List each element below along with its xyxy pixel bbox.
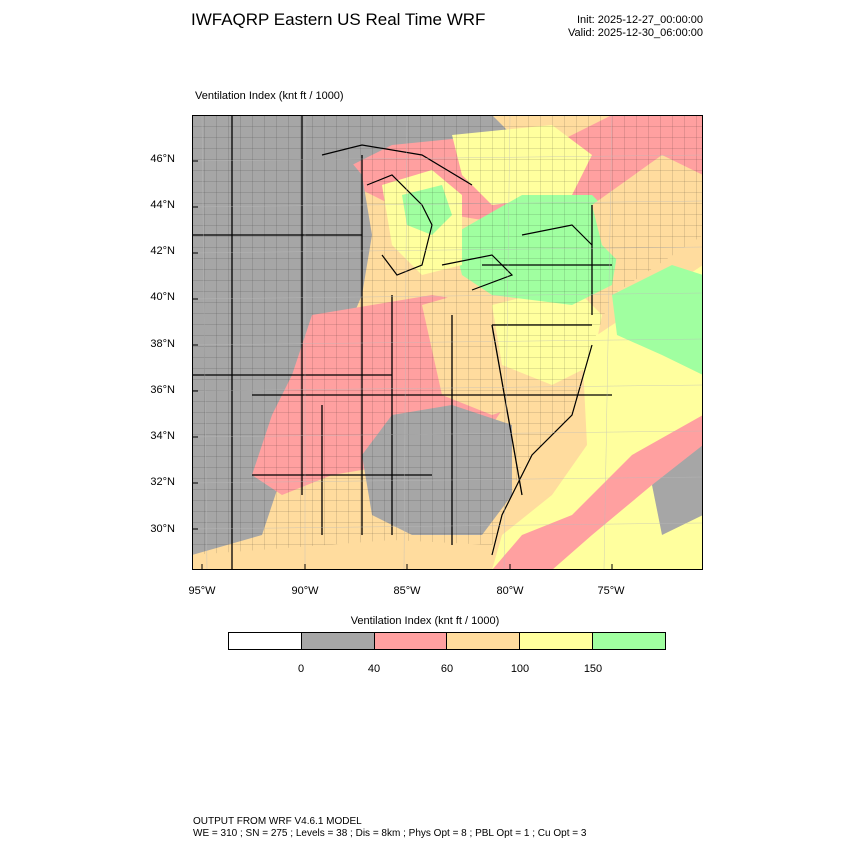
colorbar-label: 60	[440, 663, 454, 675]
lon-tick-95: 95°W	[188, 585, 216, 597]
map-field-label: Ventilation Index (knt ft / 1000)	[195, 90, 344, 102]
ventilation-index-map	[192, 115, 703, 570]
offshore-pink-field	[492, 415, 703, 570]
axis-ticks	[192, 160, 613, 570]
lat-tick-36: 36°N	[150, 384, 175, 396]
lat-tick-46: 46°N	[150, 153, 175, 165]
lat-tick-34: 34°N	[150, 430, 175, 442]
lat-tick-42: 42°N	[150, 245, 175, 257]
lon-tick-75: 75°W	[597, 585, 625, 597]
lon-tick-85: 85°W	[393, 585, 421, 597]
coastlines	[321, 144, 593, 556]
model-info-line1: OUTPUT FROM WRF V4.6.1 MODEL	[193, 816, 362, 827]
init-time: Init: 2025-12-27_00:00:00	[577, 14, 703, 26]
lat-tick-30: 30°N	[150, 523, 175, 535]
lon-tick-80: 80°W	[496, 585, 524, 597]
model-info-line2: WE = 310 ; SN = 275 ; Levels = 38 ; Dis …	[193, 828, 587, 839]
colorbar-label: 40	[367, 663, 381, 675]
lat-tick-40: 40°N	[150, 291, 175, 303]
map-frame	[192, 115, 703, 570]
colorbar-title: Ventilation Index (knt ft / 1000)	[350, 615, 500, 627]
colorbar-segment	[301, 633, 375, 649]
colorbar-segment	[447, 633, 521, 649]
page-title: IWFAQRP Eastern US Real Time WRF	[191, 10, 486, 29]
valid-time: Valid: 2025-12-30_06:00:00	[568, 27, 703, 39]
colorbar	[228, 632, 666, 650]
graticule	[192, 115, 703, 570]
colorbar-segment	[593, 633, 665, 649]
atlantic-green-field	[612, 265, 703, 375]
colorbar-segment	[374, 633, 448, 649]
lon-tick-90: 90°W	[291, 585, 319, 597]
county-boundaries	[192, 115, 703, 555]
lat-tick-38: 38°N	[150, 338, 175, 350]
colorbar-segment	[229, 633, 302, 649]
lat-tick-32: 32°N	[150, 476, 175, 488]
colorbar-label: 0	[297, 663, 305, 675]
colorbar-label: 100	[510, 663, 530, 675]
colorbar-segment	[520, 633, 594, 649]
colorbar-label: 150	[583, 663, 603, 675]
lat-tick-44: 44°N	[150, 199, 175, 211]
state-borders	[192, 115, 612, 570]
